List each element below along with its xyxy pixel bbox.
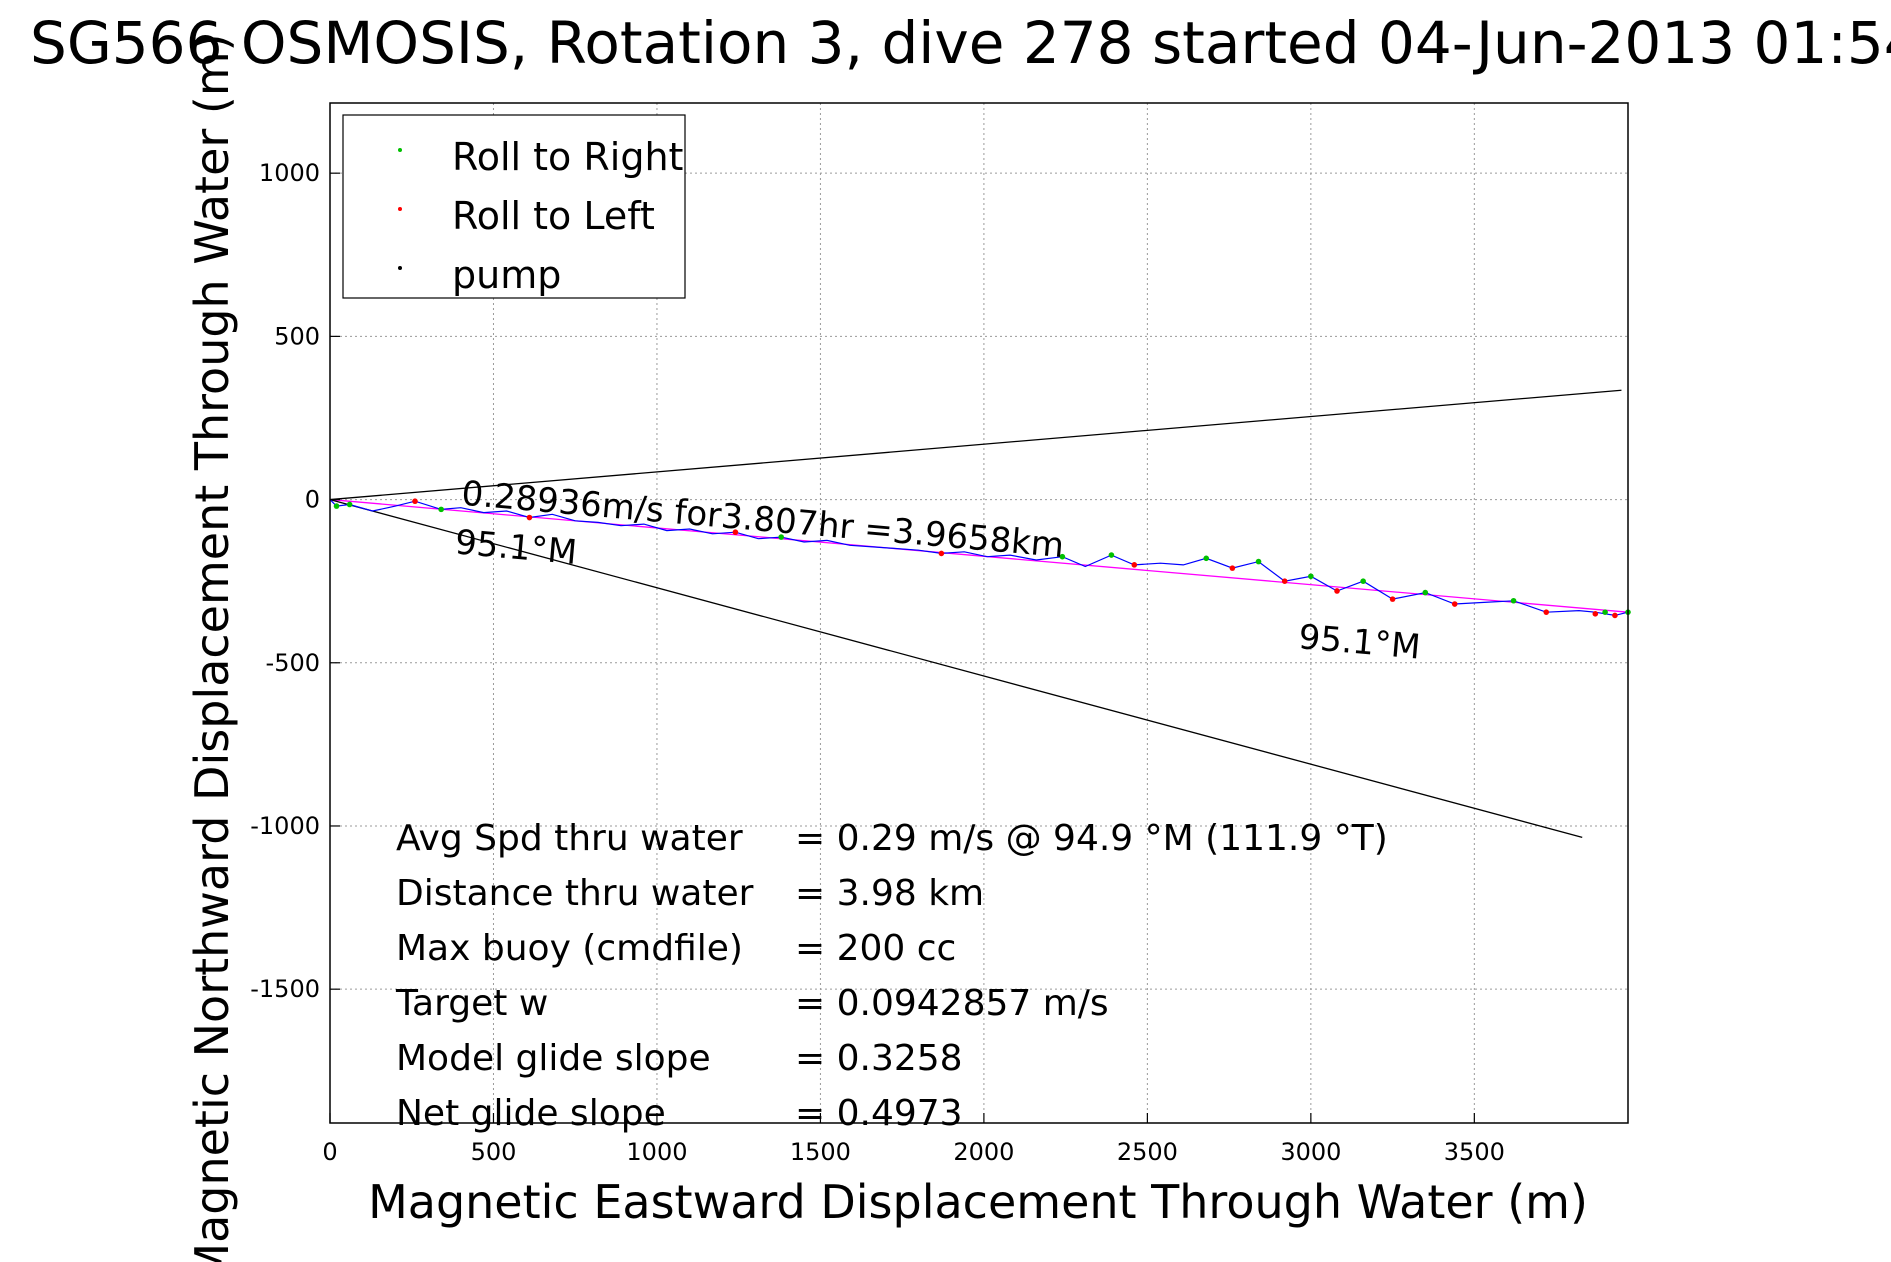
point-roll-to-right	[1360, 578, 1366, 584]
point-roll-to-left	[1281, 578, 1288, 584]
point-roll-to-right	[1255, 558, 1262, 565]
legend-marker	[398, 207, 402, 211]
x-tick-label: 1000	[626, 1138, 687, 1166]
series-layer	[329, 498, 1631, 619]
stat-value: = 0.0942857 m/s	[795, 983, 1109, 1024]
point-roll-to-right	[1308, 573, 1314, 580]
x-tick-label: 2500	[1117, 1138, 1178, 1166]
point-roll-to-right	[1108, 552, 1115, 558]
x-tick-label: 3000	[1280, 1138, 1341, 1166]
stat-value: = 0.3258	[795, 1038, 963, 1079]
axis-ticks: 0 500 1000 1500 2000 2500 3000 3500 1000 500 0 -500…	[250, 159, 1505, 1166]
point-roll-to-right	[1602, 609, 1608, 615]
point-roll-to-left	[938, 550, 945, 557]
y-tick-label: -500	[266, 649, 320, 677]
point-roll-to-left	[412, 498, 418, 505]
point-roll-to-left	[732, 529, 739, 536]
point-roll-to-right	[333, 503, 340, 509]
x-tick-label: 0	[322, 1138, 337, 1166]
point-roll-to-left	[1543, 609, 1550, 615]
legend-marker	[398, 266, 402, 270]
stat-value: = 0.4973	[795, 1093, 963, 1134]
avg-heading-line	[329, 498, 1629, 613]
y-tick-label: 1000	[259, 159, 320, 187]
stat-label: Model glide slope	[396, 1038, 711, 1079]
y-tick-label: 0	[305, 486, 320, 514]
y-axis-label: Magnetic Northward Displacement Through …	[185, 33, 239, 1262]
point-roll-to-right	[778, 534, 784, 540]
y-tick-label: -1000	[250, 812, 320, 840]
x-tick-label: 3500	[1444, 1138, 1505, 1166]
point-roll-to-left	[1612, 612, 1618, 619]
legend-label: Roll to Left	[452, 194, 655, 238]
stat-value: = 0.29 m/s @ 94.9 °M (111.9 °T)	[795, 818, 1388, 859]
stat-value: = 200 cc	[795, 928, 956, 969]
x-tick-label: 2000	[953, 1138, 1014, 1166]
stat-label: Max buoy (cmdfile)	[396, 928, 743, 969]
x-tick-label: 1500	[790, 1138, 851, 1166]
point-roll-to-left	[1389, 596, 1396, 602]
chart-title: SG566 OSMOSIS, Rotation 3, dive 278 star…	[30, 9, 1891, 77]
point-roll-to-right	[438, 506, 444, 513]
point-roll-to-left	[526, 514, 533, 521]
point-roll-to-left	[1451, 601, 1458, 607]
cone-upper	[329, 389, 1622, 501]
point-roll-to-left	[1592, 611, 1599, 617]
y-tick-label: -1500	[250, 975, 320, 1003]
legend-marker	[398, 148, 402, 152]
point-roll-to-left	[1229, 565, 1236, 571]
point-roll-to-left	[1334, 588, 1340, 594]
legend-label: pump	[452, 253, 561, 297]
stat-label: Distance thru water	[396, 873, 754, 914]
x-axis-label: Magnetic Eastward Displacement Through W…	[368, 1175, 1588, 1229]
point-roll-to-right	[1203, 555, 1210, 562]
legend-label: Roll to Right	[452, 135, 683, 179]
point-roll-to-right	[1510, 597, 1517, 604]
cone-lower	[329, 498, 1583, 839]
point-roll-to-right	[1422, 589, 1429, 596]
legend: Roll to Right Roll to Left pump	[342, 114, 686, 299]
y-tick-label: 500	[274, 322, 320, 350]
point-roll-to-right	[1059, 553, 1066, 560]
stat-label: Net glide slope	[396, 1093, 666, 1134]
x-tick-label: 500	[471, 1138, 517, 1166]
point-roll-to-left	[1131, 562, 1138, 568]
reference-lines	[329, 389, 1629, 839]
point-roll-to-right	[346, 501, 353, 508]
stats-block: Avg Spd thru water = 0.29 m/s @ 94.9 °M (…	[395, 818, 1388, 1134]
plot-frame	[329, 102, 1629, 1124]
stat-label: Avg Spd thru water	[396, 818, 743, 859]
stat-label: Target w	[395, 983, 548, 1024]
stat-value: = 3.98 km	[795, 873, 984, 914]
